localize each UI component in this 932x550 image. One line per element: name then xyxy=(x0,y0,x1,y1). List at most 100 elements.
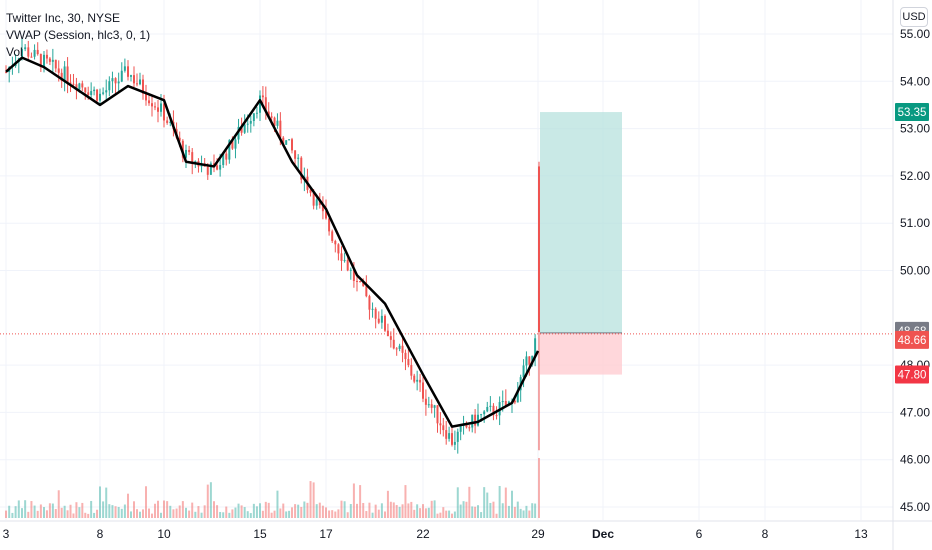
volume-bar xyxy=(362,502,365,518)
volume-bar xyxy=(522,510,525,518)
volume-bar xyxy=(334,511,337,518)
volume-bar xyxy=(337,509,340,518)
candle-body xyxy=(130,75,132,77)
candle-body xyxy=(24,47,27,50)
profit-zone xyxy=(540,112,622,333)
volume-bar xyxy=(142,509,144,518)
volume-bar xyxy=(213,501,215,518)
candle-body xyxy=(401,345,404,353)
volume-bar xyxy=(24,500,27,518)
candle-body xyxy=(468,427,471,429)
volume-bar xyxy=(279,508,282,518)
volume-bar xyxy=(216,505,219,518)
volume-bar xyxy=(255,506,258,518)
candle-body xyxy=(328,218,331,232)
loss-zone xyxy=(540,332,622,375)
volume-bar xyxy=(102,501,105,518)
y-tick-label: 55.00 xyxy=(900,27,930,41)
volume-bar xyxy=(14,506,17,518)
candle-body xyxy=(43,54,45,68)
symbol-title[interactable]: Twitter Inc, 30, NYSE xyxy=(6,11,121,25)
candle-body xyxy=(362,281,365,287)
vwap-indicator-label[interactable]: VWAP (Session, hlc3, 0, 1) xyxy=(6,28,151,42)
volume-bar xyxy=(422,504,424,518)
volume-bar xyxy=(398,506,401,518)
volume-bar xyxy=(380,503,383,518)
volume-bar xyxy=(384,511,386,518)
volume-bar xyxy=(5,510,7,518)
candle-body xyxy=(294,150,297,159)
volume-bar xyxy=(480,512,483,518)
volume-bar xyxy=(166,501,169,518)
volume-bar xyxy=(114,506,117,518)
volume-indicator-label[interactable]: Vol xyxy=(6,45,23,59)
candle-body xyxy=(169,121,172,123)
volume-bar xyxy=(498,485,501,518)
currency-badge[interactable]: USD xyxy=(900,7,928,27)
x-tick-label: 22 xyxy=(416,527,430,541)
candle-body xyxy=(222,153,225,166)
candle-body xyxy=(142,79,144,94)
volume-bar xyxy=(288,510,291,518)
candle-body xyxy=(148,100,150,104)
volume-bar xyxy=(538,458,540,518)
candle-body xyxy=(349,269,352,271)
volume-bar xyxy=(294,504,297,518)
candle-body xyxy=(259,95,261,113)
candle-body xyxy=(163,103,165,121)
volume-bar xyxy=(84,512,87,518)
volume-bar xyxy=(468,486,471,518)
volume-bar xyxy=(43,507,45,518)
volume-bar xyxy=(309,481,312,518)
volume-bar xyxy=(410,501,413,518)
volume-bar xyxy=(93,512,96,518)
chart-legend: Twitter Inc, 30, NYSE VWAP (Session, hlc… xyxy=(6,10,150,61)
candle-body xyxy=(525,356,528,366)
volume-bar xyxy=(306,502,309,518)
y-tick-label: 54.00 xyxy=(900,74,930,88)
candle-body xyxy=(93,89,96,92)
candle-body xyxy=(456,431,459,442)
candle-body xyxy=(21,49,23,59)
candle-body xyxy=(108,81,111,91)
volume-bar xyxy=(36,510,39,518)
candle-body xyxy=(33,49,36,57)
candle-body xyxy=(264,97,267,112)
volume-bar xyxy=(57,490,60,518)
volume-bar xyxy=(154,503,156,518)
candle-body xyxy=(225,153,228,160)
volume-bar xyxy=(270,512,273,518)
candle-body xyxy=(297,157,300,159)
volume-bar xyxy=(123,504,126,518)
volume-bar xyxy=(231,509,234,518)
volume-bar xyxy=(39,504,42,518)
volume-bar xyxy=(111,505,114,518)
volume-bar xyxy=(267,502,270,518)
candle-body xyxy=(139,79,141,85)
candle-body xyxy=(389,336,392,340)
candle-body xyxy=(474,414,477,426)
volume-bar xyxy=(318,502,321,518)
candle-body xyxy=(538,166,540,332)
candle-body xyxy=(516,390,519,403)
volume-bar xyxy=(249,513,252,518)
volume-bar xyxy=(356,503,358,518)
volume-bar xyxy=(261,510,264,518)
x-tick-label: 8 xyxy=(97,527,104,541)
volume-bar xyxy=(219,511,222,518)
volume-bar xyxy=(395,505,398,518)
candle-body xyxy=(492,405,495,416)
candle-body xyxy=(445,430,448,439)
candle-body xyxy=(78,83,81,90)
candle-body xyxy=(51,59,54,62)
candle-body xyxy=(380,315,383,323)
candle-body xyxy=(279,120,282,138)
candle-body xyxy=(424,398,427,405)
volume-bar xyxy=(340,500,343,518)
volume-bar xyxy=(328,510,331,518)
candle-body xyxy=(513,400,516,403)
candle-body xyxy=(243,124,246,133)
volume-bar xyxy=(225,506,228,518)
volume-bar xyxy=(200,512,203,518)
